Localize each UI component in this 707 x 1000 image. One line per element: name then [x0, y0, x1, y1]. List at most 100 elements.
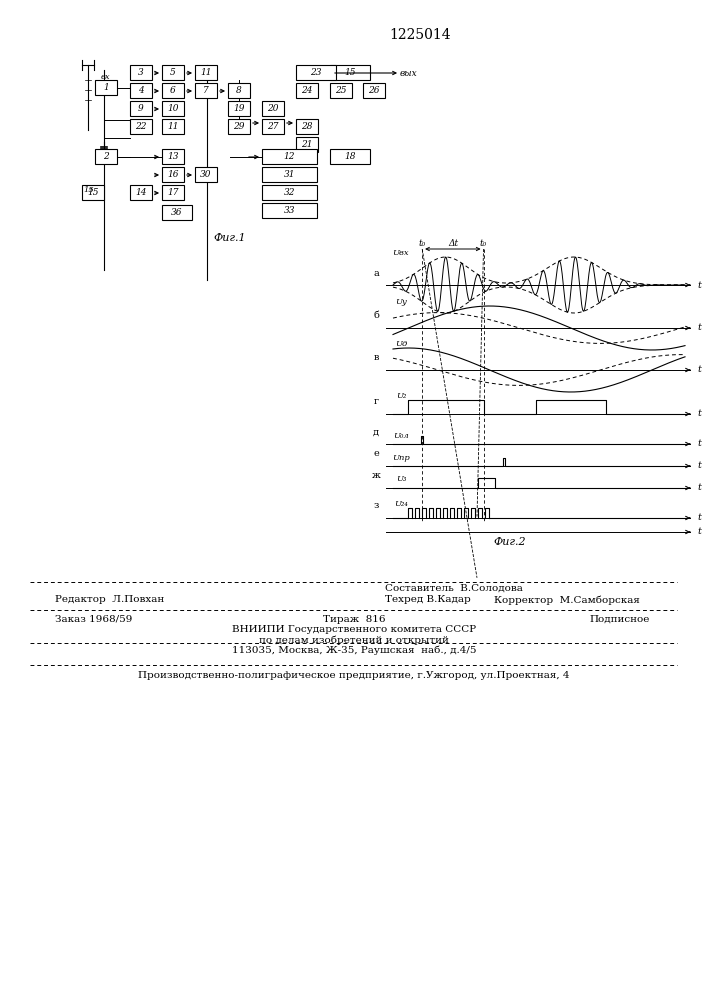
Bar: [228, 83, 250, 98]
Text: t₀: t₀: [480, 239, 487, 248]
Text: Δt: Δt: [448, 239, 458, 248]
Text: Uд: Uд: [395, 340, 407, 348]
Text: 1: 1: [103, 83, 109, 92]
Text: 27: 27: [267, 122, 279, 131]
Text: 113035, Москва, Ж-35, Раушская  наб., д.4/5: 113035, Москва, Ж-35, Раушская наб., д.4…: [232, 645, 477, 655]
Text: U₀л: U₀л: [393, 432, 409, 440]
Bar: [262, 101, 284, 116]
Bar: [130, 101, 152, 116]
Text: 2: 2: [103, 152, 109, 161]
Text: г: г: [373, 397, 378, 406]
Text: 19: 19: [233, 104, 245, 113]
Text: 21: 21: [301, 140, 312, 149]
Text: 11: 11: [168, 122, 179, 131]
Bar: [130, 83, 152, 98]
Bar: [95, 149, 117, 164]
Bar: [162, 167, 184, 182]
Text: 7: 7: [203, 86, 209, 95]
Text: Фиг.1: Фиг.1: [214, 233, 246, 243]
Text: 29: 29: [233, 122, 245, 131]
Bar: [330, 83, 352, 98]
Text: t: t: [697, 440, 701, 448]
Text: 22: 22: [135, 122, 147, 131]
Text: 10: 10: [168, 104, 179, 113]
Text: Подписное: Подписное: [590, 614, 650, 624]
Text: б: б: [373, 312, 379, 320]
Text: t: t: [697, 324, 701, 332]
Bar: [95, 80, 117, 95]
Bar: [195, 167, 217, 182]
Text: 23: 23: [310, 68, 322, 77]
Bar: [262, 119, 284, 134]
Text: д: д: [373, 428, 379, 436]
Text: Техред В.Кадар: Техред В.Кадар: [385, 595, 471, 604]
Text: U₃: U₃: [396, 475, 407, 483]
Text: t₀: t₀: [419, 239, 426, 248]
Bar: [228, 101, 250, 116]
Text: t: t: [697, 365, 701, 374]
Bar: [296, 137, 318, 152]
Text: в: в: [373, 354, 379, 362]
Text: 31: 31: [284, 170, 296, 179]
Text: t: t: [697, 514, 701, 522]
Text: Редактор  Л.Повхан: Редактор Л.Повхан: [55, 595, 164, 604]
Bar: [130, 185, 152, 200]
Text: Uпр: Uпр: [392, 454, 410, 462]
Text: Корректор  М.Самборская: Корректор М.Самборская: [494, 595, 640, 605]
Bar: [162, 65, 184, 80]
Text: 16: 16: [168, 170, 179, 179]
Text: е: е: [373, 450, 379, 458]
Text: 14: 14: [135, 188, 147, 197]
Bar: [262, 149, 317, 164]
Bar: [262, 185, 317, 200]
Text: 26: 26: [368, 86, 380, 95]
Text: 5: 5: [170, 68, 176, 77]
Bar: [195, 83, 217, 98]
Text: 13: 13: [168, 152, 179, 161]
Text: t: t: [697, 484, 701, 492]
Bar: [130, 65, 152, 80]
Text: 15: 15: [87, 188, 99, 197]
Bar: [162, 83, 184, 98]
Text: 9: 9: [138, 104, 144, 113]
Text: t: t: [697, 462, 701, 471]
Bar: [296, 119, 318, 134]
Text: 32: 32: [284, 188, 296, 197]
Text: Составитель  В.Солодова: Составитель В.Солодова: [385, 584, 523, 592]
Bar: [162, 119, 184, 134]
Text: Uу: Uу: [395, 298, 407, 306]
Text: 36: 36: [171, 208, 182, 217]
Text: 6: 6: [170, 86, 176, 95]
Text: 17: 17: [168, 188, 179, 197]
Bar: [162, 185, 184, 200]
Text: t: t: [697, 280, 701, 290]
Text: U₂: U₂: [396, 392, 407, 400]
Bar: [195, 65, 217, 80]
Bar: [162, 205, 192, 220]
Bar: [162, 101, 184, 116]
Bar: [363, 83, 385, 98]
Bar: [330, 65, 370, 80]
Bar: [296, 83, 318, 98]
Text: 4: 4: [138, 86, 144, 95]
Bar: [130, 119, 152, 134]
Text: а: а: [373, 268, 379, 277]
Text: вх: вх: [100, 73, 110, 81]
Text: 15: 15: [344, 68, 356, 77]
Text: 12: 12: [284, 152, 296, 161]
Text: ж: ж: [372, 472, 380, 481]
Bar: [296, 65, 336, 80]
Bar: [262, 203, 317, 218]
Text: вых: вых: [399, 68, 417, 78]
Text: 25: 25: [335, 86, 346, 95]
Text: U₂₄: U₂₄: [394, 500, 408, 508]
Text: по делам изобретений и открытий: по делам изобретений и открытий: [259, 635, 449, 645]
Text: 28: 28: [301, 122, 312, 131]
Text: Фиг.2: Фиг.2: [493, 537, 526, 547]
Text: t: t: [697, 410, 701, 418]
Bar: [82, 185, 104, 200]
Text: t: t: [697, 528, 701, 536]
Text: Заказ 1968/59: Заказ 1968/59: [55, 614, 132, 624]
Text: 30: 30: [200, 170, 212, 179]
Text: 11: 11: [200, 68, 212, 77]
